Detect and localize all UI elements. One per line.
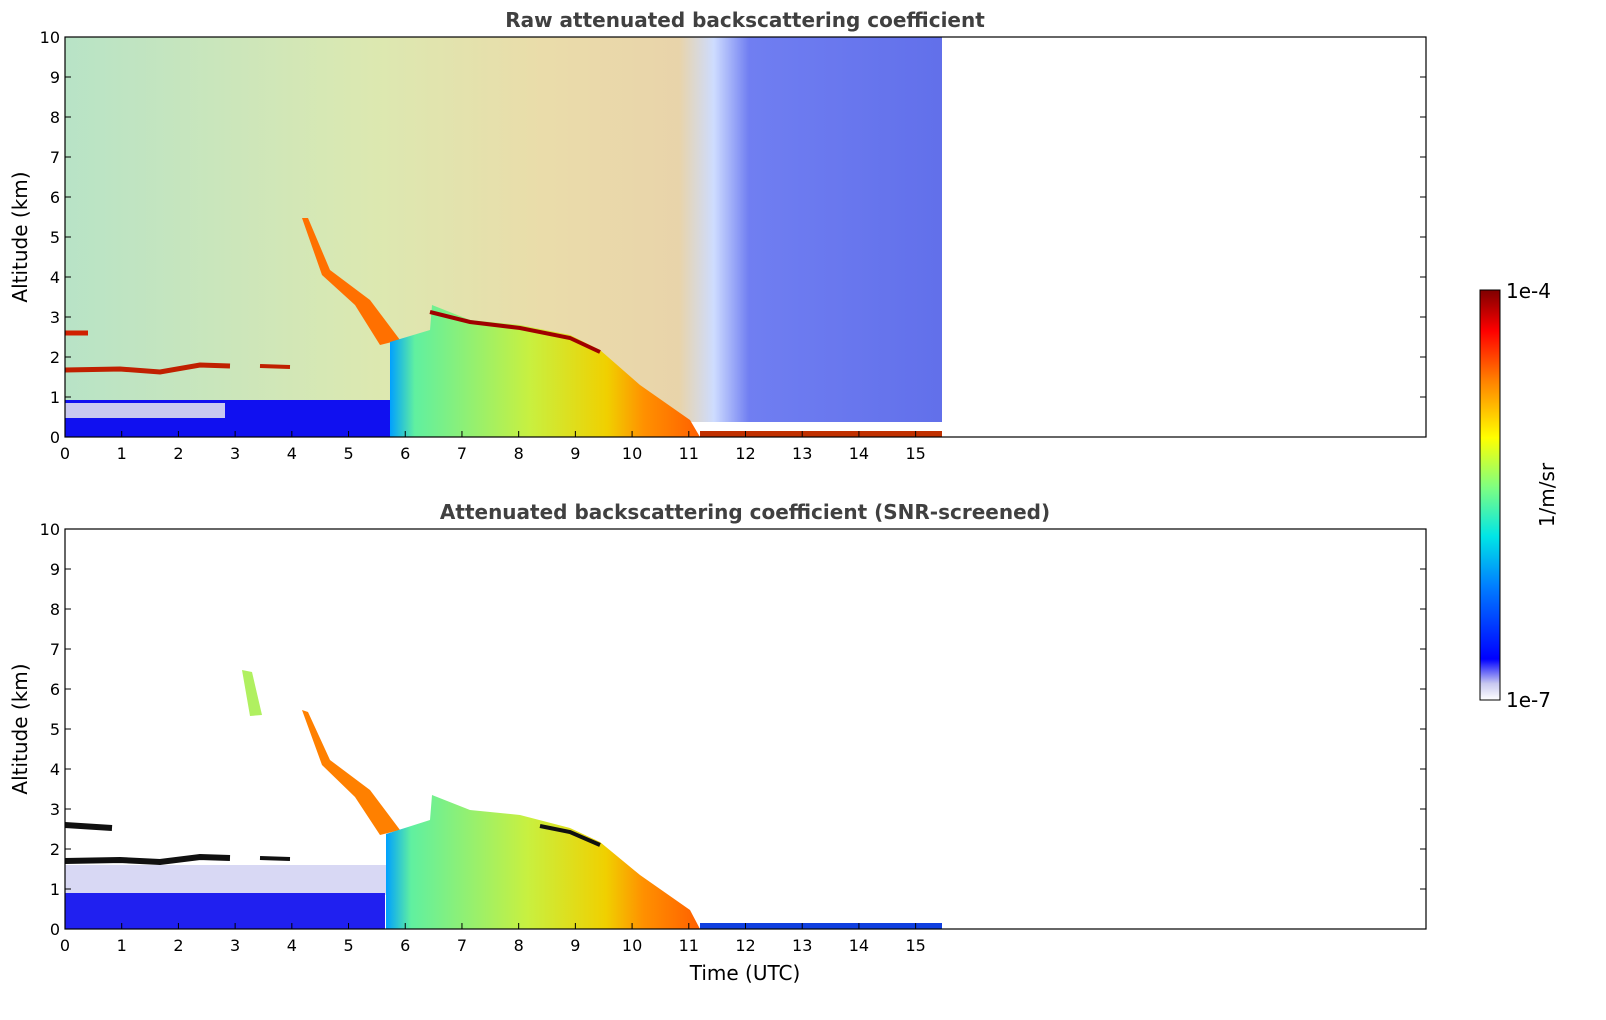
- y-tick-label: 0: [50, 428, 60, 447]
- scr-ice-crystals: [242, 670, 262, 716]
- y-tick-label: 1: [50, 880, 60, 899]
- y-tick-label: 1: [50, 388, 60, 407]
- y-tick-label: 10: [40, 28, 60, 47]
- x-tick-label: 12: [735, 936, 755, 955]
- colorbar: 1e-4 1e-7 1/m/sr: [1479, 279, 1559, 712]
- x-ticks: 0 1 2 3 4 5 6 7 8 9 10 11 12 13 14 15: [60, 431, 926, 463]
- x-tick-label: 1: [117, 936, 127, 955]
- raw-layer-1-7km: [64, 362, 231, 375]
- y-tick-label: 5: [50, 228, 60, 247]
- x-tick-label: 3: [230, 444, 240, 463]
- scr-cloud-top-line: [539, 824, 601, 847]
- x-tick-label: 8: [514, 936, 524, 955]
- x-tick-label: 9: [570, 444, 580, 463]
- x-tick-label: 11: [679, 936, 699, 955]
- scr-layer-1-7km: [64, 853, 231, 866]
- x-tick-label: 11: [679, 444, 699, 463]
- x-tick-label: 7: [457, 936, 467, 955]
- y-tick-label: 10: [40, 520, 60, 539]
- y-tick-label: 9: [50, 560, 60, 579]
- y-tick-label: 7: [50, 640, 60, 659]
- y-tick-label: 0: [50, 920, 60, 939]
- y-ticks: 0 1 2 3 4 5 6 7 8 9 10: [40, 520, 1426, 939]
- x-tick-label: 2: [173, 444, 183, 463]
- x-tick-label: 15: [905, 936, 925, 955]
- y-tick-label: 2: [50, 348, 60, 367]
- raw-layer-1-7km-b: [259, 364, 291, 369]
- raw-heatmap: [64, 37, 942, 437]
- y-tick-label: 2: [50, 840, 60, 859]
- x-tick-label: 4: [287, 444, 297, 463]
- panel-title: Attenuated backscattering coefficient (S…: [440, 500, 1050, 524]
- y-tick-label: 3: [50, 800, 60, 819]
- y-tick-label: 6: [50, 188, 60, 207]
- x-tick-label: 8: [514, 444, 524, 463]
- x-tick-label: 6: [400, 936, 410, 955]
- raw-precip-region: [390, 305, 700, 437]
- raw-boundary-layer-haze: [65, 403, 225, 418]
- y-axis-label: Altitude (km): [8, 171, 32, 302]
- x-tick-label: 1: [117, 444, 127, 463]
- x-tick-label: 6: [400, 444, 410, 463]
- raw-cloud-top-line: [429, 310, 601, 354]
- x-tick-label: 2: [173, 936, 183, 955]
- x-tick-label: 10: [622, 444, 642, 463]
- x-tick-label: 14: [849, 444, 869, 463]
- y-tick-label: 7: [50, 148, 60, 167]
- x-tick-label: 3: [230, 936, 240, 955]
- x-tick-label: 4: [287, 936, 297, 955]
- x-tick-label: 12: [735, 444, 755, 463]
- scr-boundary-layer: [65, 893, 385, 929]
- y-tick-label: 9: [50, 68, 60, 87]
- y-tick-label: 8: [50, 600, 60, 619]
- y-tick-label: 3: [50, 308, 60, 327]
- scr-low-cloud: [700, 923, 942, 929]
- raw-low-cloud: [700, 431, 942, 437]
- y-tick-label: 4: [50, 760, 60, 779]
- y-ticks: 0 1 2 3 4 5 6 7 8 9 10: [40, 28, 1426, 447]
- scr-descending-cloud: [302, 710, 400, 835]
- panel-raw-backscatter: Raw attenuated backscattering coefficien…: [8, 8, 1427, 463]
- x-tick-label: 14: [849, 936, 869, 955]
- colorbar-min-label: 1e-7: [1506, 688, 1551, 712]
- y-axis-label: Altitude (km): [8, 663, 32, 794]
- x-tick-label: 13: [792, 444, 812, 463]
- colorbar-max-label: 1e-4: [1506, 279, 1551, 303]
- y-tick-label: 5: [50, 720, 60, 739]
- x-tick-label: 5: [343, 936, 353, 955]
- x-tick-label: 0: [60, 444, 70, 463]
- scr-precip-region: [386, 795, 700, 929]
- scr-boundary-layer-haze: [65, 865, 390, 895]
- colorbar-unit-label: 1/m/sr: [1535, 462, 1559, 527]
- x-ticks: 0 1 2 3 4 5 6 7 8 9 10 11 12 13 14 15: [60, 923, 926, 955]
- x-tick-label: 9: [570, 936, 580, 955]
- panel-snr-screened: Attenuated backscattering coefficient (S…: [8, 500, 1427, 985]
- x-tick-label: 15: [905, 444, 925, 463]
- screened-heatmap: [64, 670, 942, 929]
- y-tick-label: 4: [50, 268, 60, 287]
- y-tick-label: 6: [50, 680, 60, 699]
- scr-layer-2-6km: [64, 822, 113, 831]
- x-tick-label: 7: [457, 444, 467, 463]
- scr-layer-1-7km-b: [259, 856, 291, 861]
- panel-title: Raw attenuated backscattering coefficien…: [505, 8, 985, 32]
- x-tick-label: 0: [60, 936, 70, 955]
- colorbar-gradient: [1479, 289, 1501, 701]
- x-tick-label: 5: [343, 444, 353, 463]
- x-tick-label: 13: [792, 936, 812, 955]
- raw-descending-cloud: [302, 218, 400, 345]
- x-axis-label: Time (UTC): [689, 961, 801, 985]
- x-tick-label: 10: [622, 936, 642, 955]
- y-tick-label: 8: [50, 108, 60, 127]
